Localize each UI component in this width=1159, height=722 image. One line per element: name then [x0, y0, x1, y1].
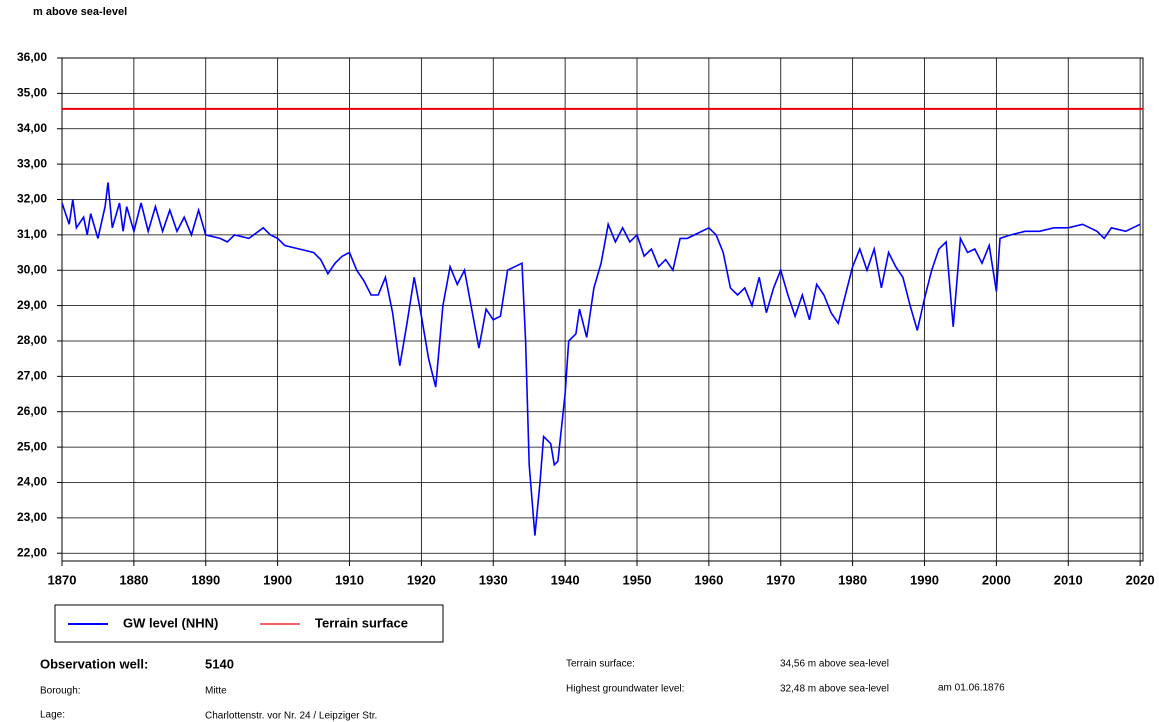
info-value: 32,48 m above sea-level: [780, 684, 889, 695]
x-tick-label: 1920: [407, 572, 436, 587]
x-tick-label: 2020: [1126, 572, 1155, 587]
info-value: 5140: [205, 656, 234, 671]
legend-box: [54, 604, 444, 643]
info-label: Highest groundwater level:: [566, 684, 684, 695]
info-value: 34,56 m above sea-level: [780, 659, 889, 670]
data-line: [61, 182, 1141, 536]
x-tick-label: 1910: [335, 572, 364, 587]
plot-area: [61, 57, 1144, 562]
y-tick-label: 30,00: [17, 262, 47, 276]
x-tick-label: 1950: [623, 572, 652, 587]
x-tick-label: 1990: [910, 572, 939, 587]
x-tick-label: 1970: [766, 572, 795, 587]
x-tick-label: 1890: [191, 572, 220, 587]
legend-label: GW level (NHN): [123, 615, 218, 630]
legend-label: Terrain surface: [315, 615, 408, 630]
y-tick-label: 32,00: [17, 192, 47, 206]
info-label: Observation well:: [40, 656, 148, 671]
info-value: Charlottenstr. vor Nr. 24 / Leipziger St…: [205, 711, 377, 722]
y-tick-label: 23,00: [17, 510, 47, 524]
y-tick-label: 27,00: [17, 369, 47, 383]
y-tick-label: 33,00: [17, 156, 47, 170]
y-tick-label: 35,00: [17, 86, 47, 100]
x-tick-label: 1930: [479, 572, 508, 587]
x-tick-label: 1880: [119, 572, 148, 587]
x-tick-label: 1980: [838, 572, 867, 587]
y-axis-label: m above sea-level: [33, 6, 127, 18]
info-label: Borough:: [40, 686, 81, 697]
y-tick-label: 31,00: [17, 227, 47, 241]
x-tick-label: 1900: [263, 572, 292, 587]
info-label: Lage:: [40, 710, 65, 721]
x-tick-label: 2010: [1054, 572, 1083, 587]
y-tick-label: 29,00: [17, 298, 47, 312]
x-tick-label: 1960: [694, 572, 723, 587]
x-tick-label: 1940: [551, 572, 580, 587]
info-label: Terrain surface:: [566, 659, 635, 670]
info-value: Mitte: [205, 686, 227, 697]
y-tick-label: 26,00: [17, 404, 47, 418]
y-tick-label: 24,00: [17, 475, 47, 489]
info-date: am 01.06.1876: [938, 683, 1005, 694]
x-tick-label: 1870: [48, 572, 77, 587]
y-tick-label: 28,00: [17, 333, 47, 347]
x-tick-label: 2000: [982, 572, 1011, 587]
y-tick-label: 36,00: [17, 50, 47, 64]
y-tick-label: 22,00: [17, 545, 47, 559]
y-tick-label: 25,00: [17, 439, 47, 453]
y-tick-label: 34,00: [17, 121, 47, 135]
